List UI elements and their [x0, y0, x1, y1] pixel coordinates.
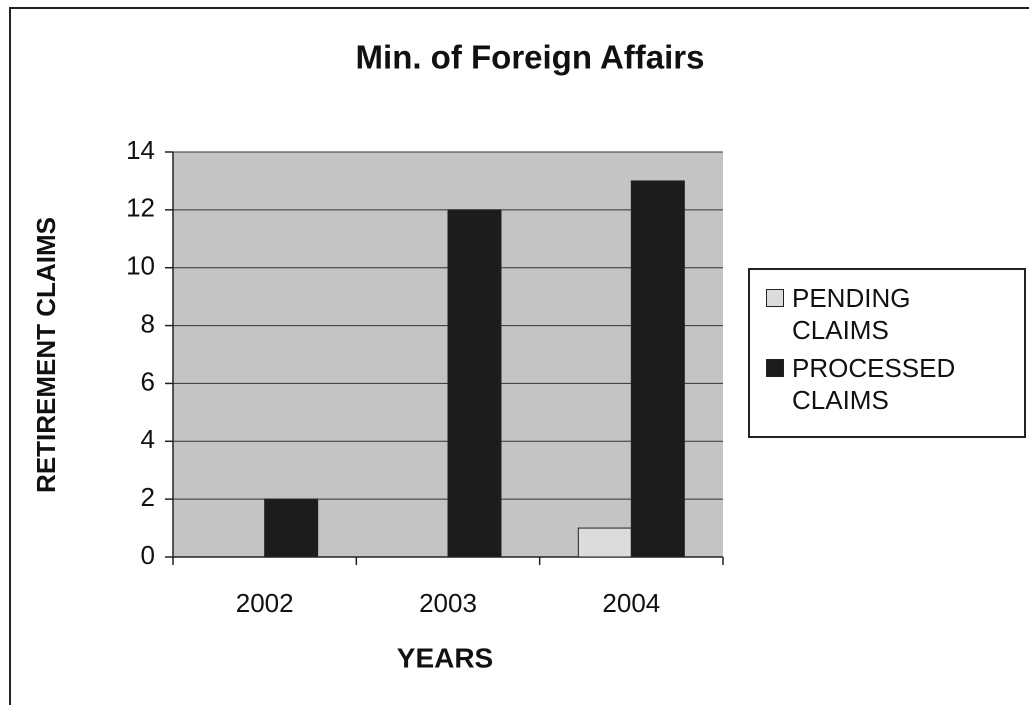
bar: [447, 209, 502, 558]
legend-label: PENDING CLAIMS: [792, 283, 911, 345]
y-tick-label: 6: [141, 366, 155, 396]
y-tick-label: 2: [141, 482, 155, 512]
x-tick-label: 2003: [419, 588, 477, 618]
y-tick-label: 12: [126, 193, 155, 223]
legend-entry: PROCESSED CLAIMS: [766, 352, 1024, 416]
bar: [264, 498, 319, 558]
x-tick-label: 2004: [602, 588, 660, 618]
y-tick-label: 0: [141, 540, 155, 570]
x-axis-title: YEARS: [397, 642, 493, 673]
legend: PENDING CLAIMS PROCESSED CLAIMS: [748, 268, 1026, 438]
y-tick-label: 4: [141, 424, 155, 454]
y-axis-title: RETIREMENT CLAIMS: [31, 217, 61, 493]
x-tick-label: 2002: [236, 588, 294, 618]
y-tick-label: 14: [126, 135, 155, 165]
bar: [577, 527, 632, 558]
y-tick-label: 8: [141, 308, 155, 338]
legend-swatch: [766, 289, 784, 307]
bar: [630, 180, 685, 558]
legend-label: PROCESSED CLAIMS: [792, 353, 956, 415]
legend-entry: PENDING CLAIMS: [766, 282, 1024, 346]
y-tick-label: 10: [126, 251, 155, 281]
chart-title: Min. of Foreign Affairs: [356, 39, 705, 76]
chart-frame: [9, 7, 1029, 705]
legend-swatch: [766, 359, 784, 377]
